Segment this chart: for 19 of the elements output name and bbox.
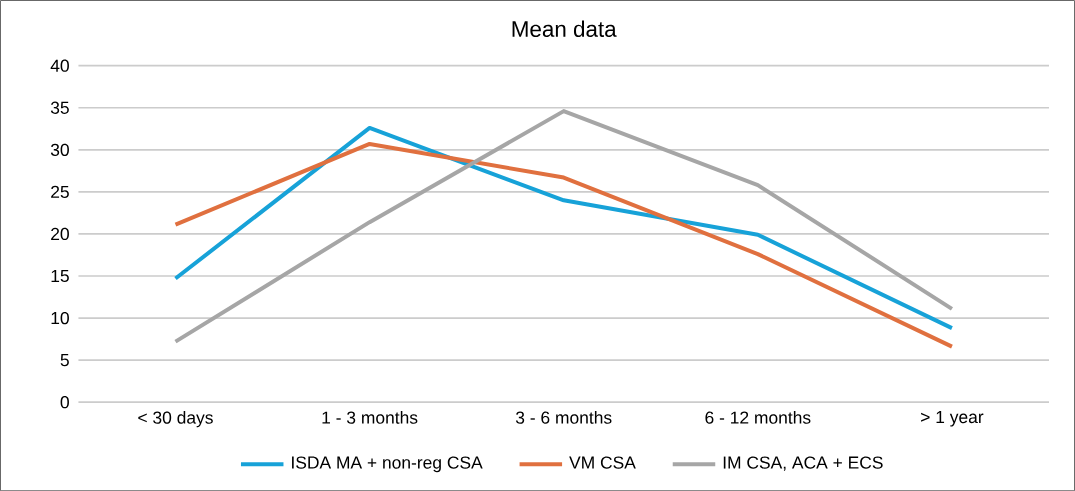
x-tick-label: 3 - 6 months	[515, 410, 612, 424]
x-tick-label: 6 - 12 months	[705, 410, 811, 424]
legend-label: IM CSA, ACA + ECS	[723, 456, 883, 471]
y-tick-label: 20	[51, 227, 69, 240]
chart-title: Mean data	[512, 20, 617, 37]
y-tick-label: 5	[60, 353, 69, 367]
y-tick-label: 0	[60, 395, 69, 409]
x-tick-label: < 30 days	[138, 410, 213, 428]
legend-label: ISDA MA + non-reg CSA	[292, 456, 483, 473]
y-tick-label: 15	[51, 269, 69, 282]
line-series	[173, 141, 954, 349]
x-tick-label: 1 - 3 months	[322, 410, 418, 424]
y-tick-label: 10	[51, 311, 69, 325]
y-tick-label: 25	[51, 185, 69, 198]
y-tick-label: 40	[50, 59, 69, 72]
y-tick-label: 30	[50, 143, 69, 156]
legend-label: VM CSA	[569, 456, 636, 469]
y-tick-label: 35	[50, 101, 69, 114]
x-tick-label: > 1 year	[921, 410, 984, 427]
